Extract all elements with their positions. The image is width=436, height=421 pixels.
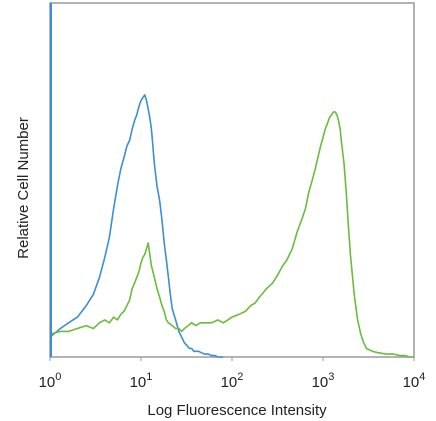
x-tick-label-2: 102: [221, 371, 244, 391]
x-tick-label-3: 103: [312, 371, 335, 391]
series-line-2: [49, 111, 414, 358]
series-line-1: [49, 94, 224, 358]
x-tick-label-4: 104: [403, 371, 426, 391]
x-axis-label: Log Fluorescence Intensity: [147, 402, 327, 419]
x-tick-label-0: 100: [39, 371, 62, 391]
y-axis-label: Relative Cell Number: [15, 117, 32, 259]
series-layer: [49, 94, 414, 358]
x-tick-layer: 100 101 102 103 104: [39, 357, 426, 391]
x-tick-label-1: 101: [130, 371, 153, 391]
plot-frame: [49, 2, 415, 358]
